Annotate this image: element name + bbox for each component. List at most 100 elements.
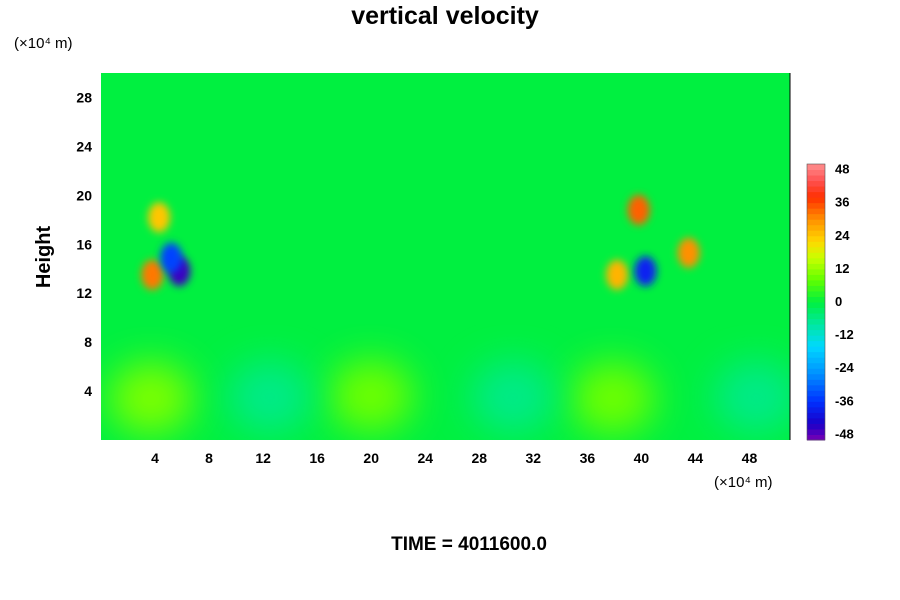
heatmap-features: [108, 195, 790, 435]
colorbar-segment: [807, 208, 825, 215]
colorbar-segment: [807, 191, 825, 198]
colorbar-tick-label: 12: [835, 261, 849, 276]
x-tick-label: 48: [742, 450, 758, 466]
colorbar-tick-label: 36: [835, 195, 849, 210]
colorbar-segment: [807, 302, 825, 309]
colorbar-tick-label: 0: [835, 294, 842, 309]
colorbar-segment: [807, 357, 825, 364]
colorbar-segment: [807, 313, 825, 320]
colorbar-segment: [807, 180, 825, 187]
x-tick-label: 32: [526, 450, 542, 466]
x-tick-label: 24: [417, 450, 433, 466]
time-label: TIME = 4011600.0: [391, 534, 547, 555]
y-tick-label: 28: [76, 89, 92, 105]
colorbar-segment: [807, 290, 825, 297]
x-unit-label: (×10⁴ m): [714, 474, 773, 491]
colorbar-segment: [807, 263, 825, 270]
x-tick-label: 16: [309, 450, 325, 466]
colorbar-segment: [807, 169, 825, 176]
colorbar-segment: [807, 379, 825, 386]
y-tick-labels: 4 8 12 16 20 24 28: [76, 89, 92, 399]
colorbar-segment: [807, 213, 825, 220]
colorbar-tick-label: -36: [835, 393, 854, 408]
colorbar-segment: [807, 428, 825, 435]
colorbar-segment: [807, 318, 825, 325]
y-tick-label: 24: [76, 138, 92, 154]
y-tick-label: 12: [76, 285, 92, 301]
colorbar-segment: [807, 368, 825, 375]
colorbar-segment: [807, 412, 825, 419]
heatmap-feature: [606, 259, 629, 290]
colorbar-segment: [807, 324, 825, 331]
heatmap-feature: [677, 237, 700, 268]
colorbar-segment: [807, 335, 825, 342]
colorbar-segment: [807, 219, 825, 226]
colorbar-segment: [807, 257, 825, 264]
y-axis-label: Height: [33, 226, 55, 289]
chart-title: vertical velocity: [351, 2, 539, 30]
x-tick-label: 36: [580, 450, 596, 466]
colorbar: [806, 163, 826, 441]
colorbar-segment: [807, 351, 825, 358]
colorbar-tick-label: 48: [835, 162, 849, 177]
heatmap-feature: [160, 242, 183, 273]
heatmap-feature: [471, 361, 556, 434]
colorbar-tick-labels: 48 36 24 12 0 -12 -24 -36 -48: [835, 162, 855, 442]
x-tick-label: 4: [151, 450, 159, 466]
colorbar-tick-label: -12: [835, 327, 854, 342]
heatmap-feature: [329, 359, 414, 432]
colorbar-segment: [807, 197, 825, 204]
colorbar-segment: [807, 296, 825, 303]
colorbar-segment: [807, 246, 825, 253]
y-tick-label: 4: [84, 383, 92, 399]
heatmap-feature: [634, 256, 657, 287]
y-tick-label: 16: [76, 236, 92, 252]
colorbar-tick-label: -24: [835, 360, 855, 375]
colorbar-segment: [807, 241, 825, 248]
colorbar-segment: [807, 390, 825, 397]
colorbar-segment: [807, 274, 825, 281]
heatmap-feature: [227, 361, 312, 434]
plot-area: [101, 73, 790, 440]
colorbar-segment: [807, 164, 825, 171]
y-tick-label: 20: [76, 187, 92, 203]
y-tick-label: 8: [84, 334, 92, 350]
heatmap-feature: [571, 362, 656, 435]
colorbar-tick-label: -48: [835, 426, 854, 441]
colorbar-segment: [807, 340, 825, 347]
x-tick-labels: 4 8 12 16 20 24 28 32 36 40 44 48: [151, 450, 757, 466]
colorbar-segment: [807, 395, 825, 402]
colorbar-tick-label: 24: [835, 228, 850, 243]
colorbar-segment: [807, 186, 825, 193]
colorbar-segment: [807, 235, 825, 242]
y-unit-label: (×10⁴ m): [14, 35, 73, 52]
x-tick-label: 8: [205, 450, 213, 466]
colorbar-segment: [807, 346, 825, 353]
colorbar-segment: [807, 329, 825, 336]
x-tick-label: 44: [688, 450, 704, 466]
heatmap-feature: [148, 202, 171, 233]
colorbar-segment: [807, 202, 825, 209]
colorbar-segment: [807, 279, 825, 286]
colorbar-segment: [807, 224, 825, 231]
x-tick-label: 28: [471, 450, 487, 466]
colorbar-segment: [807, 175, 825, 182]
plot-background: [101, 73, 790, 440]
colorbar-segment: [807, 373, 825, 380]
colorbar-segment: [807, 307, 825, 314]
x-tick-label: 12: [255, 450, 271, 466]
colorbar-segment: [807, 406, 825, 413]
colorbar-segment: [807, 285, 825, 292]
colorbar-segment: [807, 268, 825, 275]
heatmap-feature: [108, 362, 193, 435]
colorbar-segment: [807, 417, 825, 424]
colorbar-segment: [807, 434, 825, 441]
colorbar-segment: [807, 384, 825, 391]
x-tick-label: 40: [634, 450, 650, 466]
colorbar-segment: [807, 230, 825, 237]
colorbar-segment: [807, 423, 825, 430]
heatmap-feature: [141, 259, 164, 290]
heatmap-feature: [627, 195, 650, 226]
colorbar-segment: [807, 362, 825, 369]
